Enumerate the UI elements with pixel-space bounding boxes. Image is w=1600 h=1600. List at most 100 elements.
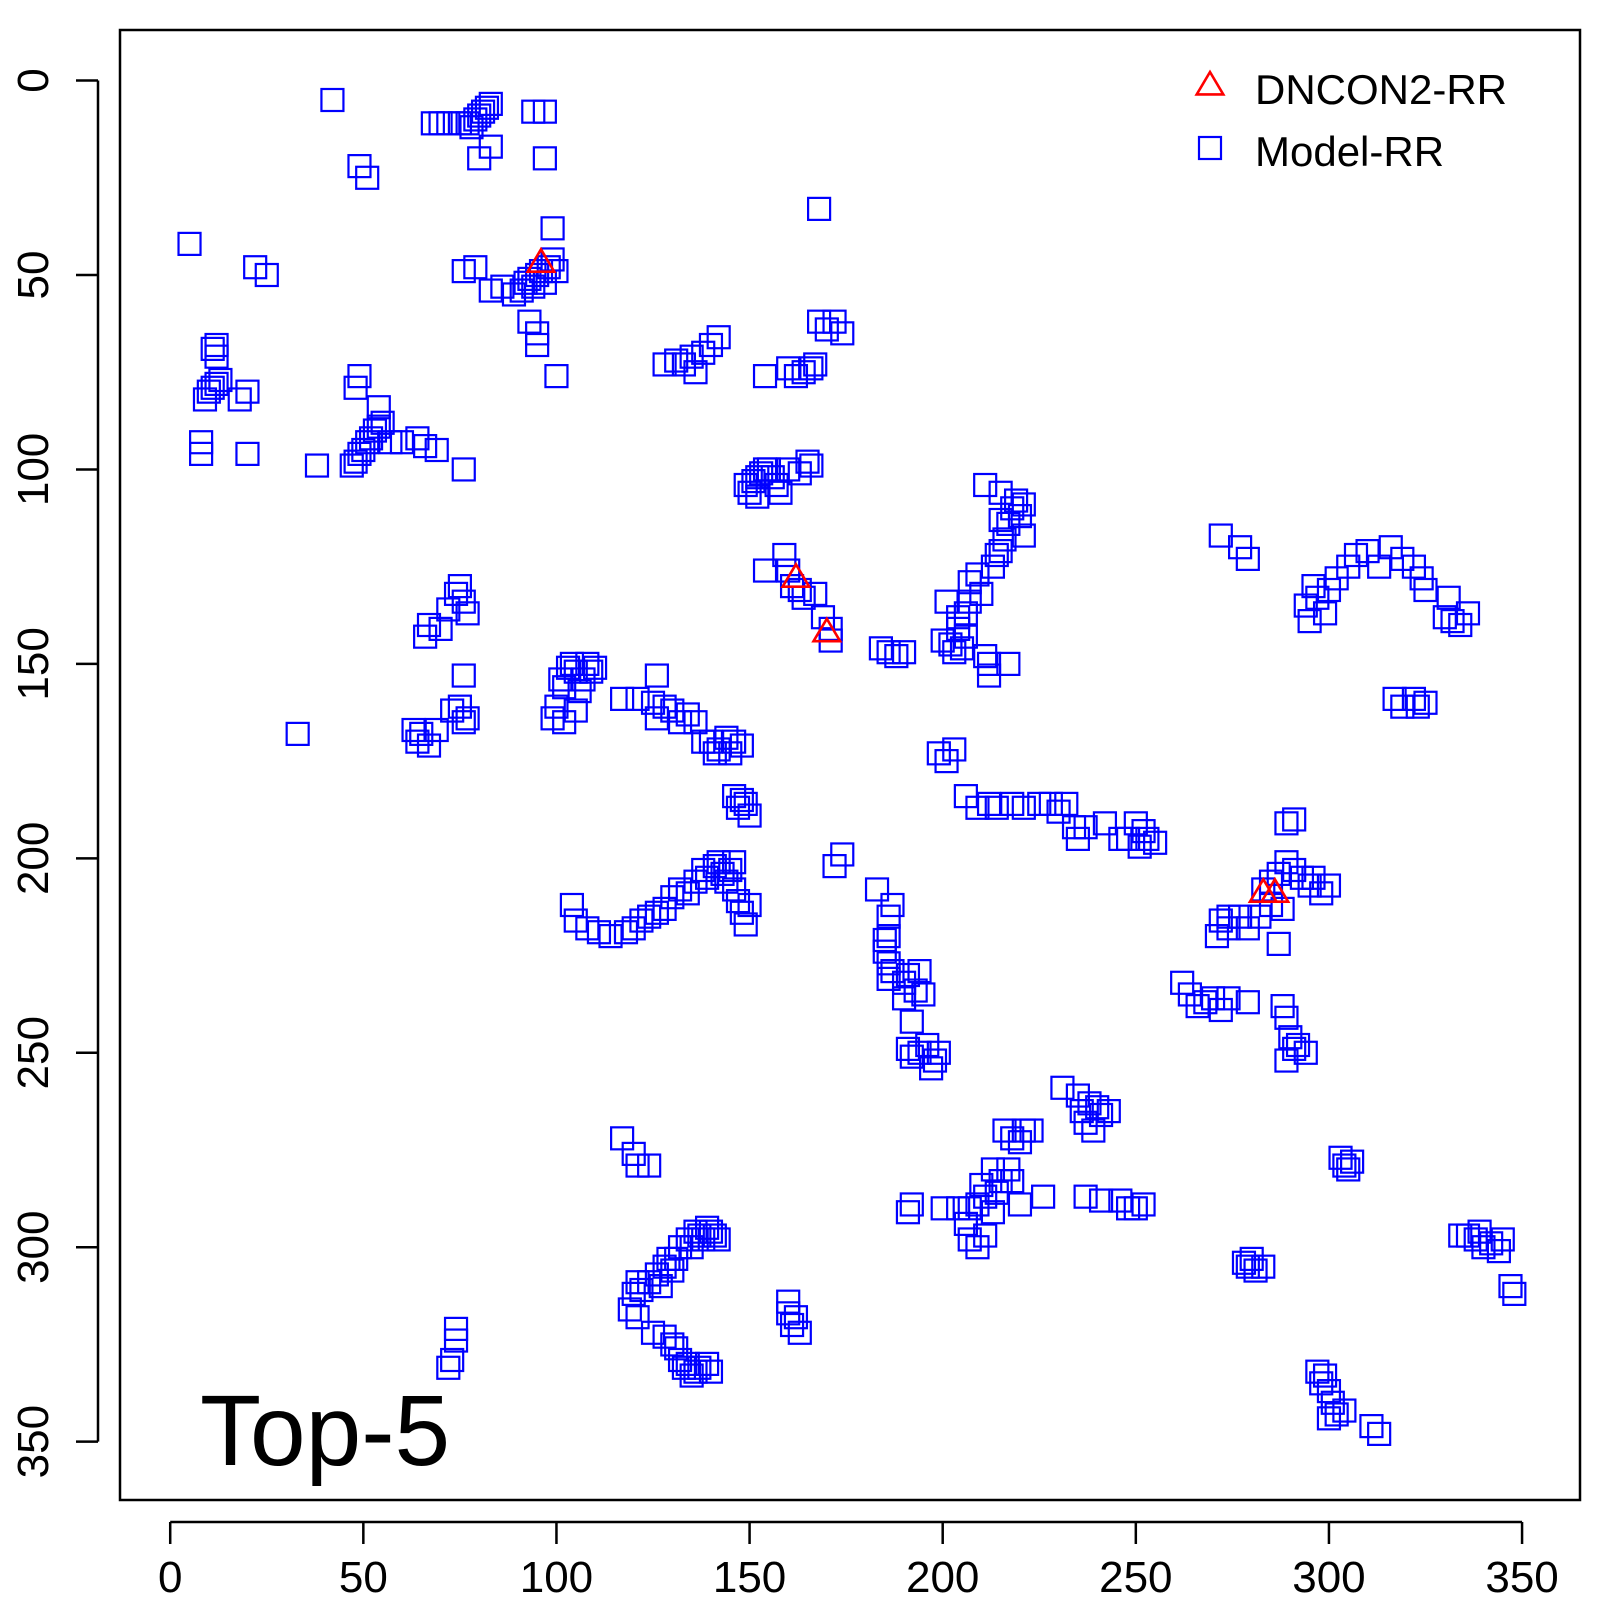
data-point xyxy=(478,134,503,159)
corner-annotation: Top-5 xyxy=(200,1375,450,1487)
data-point xyxy=(1038,791,1063,816)
data-point xyxy=(1092,811,1118,836)
data-point xyxy=(702,1223,727,1248)
data-point xyxy=(872,927,897,953)
data-point xyxy=(478,91,503,116)
data-point xyxy=(756,457,781,482)
data-point xyxy=(304,453,330,478)
data-point xyxy=(652,1254,677,1279)
data-point xyxy=(536,255,561,280)
data-point xyxy=(946,605,971,630)
plot-frame xyxy=(118,28,1582,1502)
data-point xyxy=(969,1172,994,1198)
data-point xyxy=(1405,694,1430,719)
data-point xyxy=(776,356,801,381)
data-point xyxy=(737,892,762,918)
data-point xyxy=(637,904,662,929)
data-point xyxy=(942,737,967,762)
data-point xyxy=(876,904,901,929)
data-point xyxy=(919,1056,944,1081)
data-point xyxy=(667,877,693,902)
data-point xyxy=(752,364,778,389)
data-point xyxy=(965,562,990,587)
data-point xyxy=(1054,791,1079,816)
data-point xyxy=(1031,1184,1056,1209)
data-point xyxy=(803,581,828,606)
data-point xyxy=(617,1297,642,1322)
data-point xyxy=(803,352,828,377)
data-point xyxy=(1131,819,1156,844)
data-point xyxy=(1216,986,1241,1011)
data-point xyxy=(984,795,1009,820)
data-point xyxy=(660,885,685,910)
data-point xyxy=(1127,834,1152,859)
data-point xyxy=(876,924,901,949)
data-point xyxy=(895,1200,921,1225)
data-point xyxy=(532,146,557,171)
data-point xyxy=(1413,690,1438,715)
data-point xyxy=(451,710,476,735)
data-point xyxy=(235,379,260,404)
data-point xyxy=(1108,1188,1133,1213)
data-point xyxy=(629,908,654,933)
data-point xyxy=(1340,1149,1365,1174)
data-point xyxy=(973,644,998,669)
data-point xyxy=(864,877,890,902)
data-point xyxy=(922,1048,948,1073)
points-layer xyxy=(177,87,1527,1446)
data-point xyxy=(347,364,372,389)
data-point xyxy=(644,663,669,688)
data-point xyxy=(1251,1254,1276,1279)
data-point xyxy=(1471,1235,1496,1260)
data-point xyxy=(1073,1184,1098,1209)
data-point xyxy=(722,729,747,754)
data-point xyxy=(637,1153,662,1178)
data-point xyxy=(1193,990,1218,1015)
data-point xyxy=(436,597,461,622)
data-point xyxy=(1297,609,1322,634)
data-point xyxy=(582,655,608,680)
data-point xyxy=(772,542,797,568)
data-point xyxy=(799,453,824,478)
data-point xyxy=(208,367,233,393)
data-point xyxy=(683,360,708,385)
x-tick-label: 300 xyxy=(1292,1553,1365,1600)
data-point xyxy=(1274,1048,1299,1073)
data-point xyxy=(1463,1227,1488,1252)
legend-item: Model-RR xyxy=(1197,128,1444,175)
data-point xyxy=(420,111,445,136)
data-point xyxy=(451,663,476,688)
y-tick-label: 200 xyxy=(9,822,58,895)
data-point xyxy=(204,344,229,369)
data-point xyxy=(1336,1157,1361,1182)
data-point xyxy=(729,787,754,813)
data-point xyxy=(1312,1363,1338,1388)
data-point xyxy=(544,364,569,389)
data-point xyxy=(455,706,480,731)
x-tick-label: 0 xyxy=(158,1553,182,1600)
data-point xyxy=(891,640,917,665)
data-point xyxy=(973,1223,998,1248)
y-axis: 0 50 100 150 200 250 300 350 xyxy=(9,68,100,1478)
data-point xyxy=(722,850,747,875)
data-point xyxy=(980,1200,1006,1225)
data-point xyxy=(830,321,855,346)
data-point xyxy=(621,1281,646,1306)
data-point xyxy=(984,542,1009,568)
data-point xyxy=(953,624,978,649)
data-point xyxy=(1367,1421,1392,1446)
data-point xyxy=(1088,1188,1114,1213)
data-point xyxy=(691,340,716,365)
data-point xyxy=(227,387,252,412)
data-point xyxy=(532,99,557,124)
data-point xyxy=(1096,1099,1121,1124)
data-point xyxy=(1011,492,1036,517)
data-point xyxy=(1235,990,1260,1015)
data-point xyxy=(714,725,739,750)
data-point xyxy=(474,95,500,120)
data-point xyxy=(675,702,700,727)
data-point xyxy=(706,850,731,875)
data-point xyxy=(648,1274,673,1299)
x-tick-label: 350 xyxy=(1485,1553,1558,1600)
